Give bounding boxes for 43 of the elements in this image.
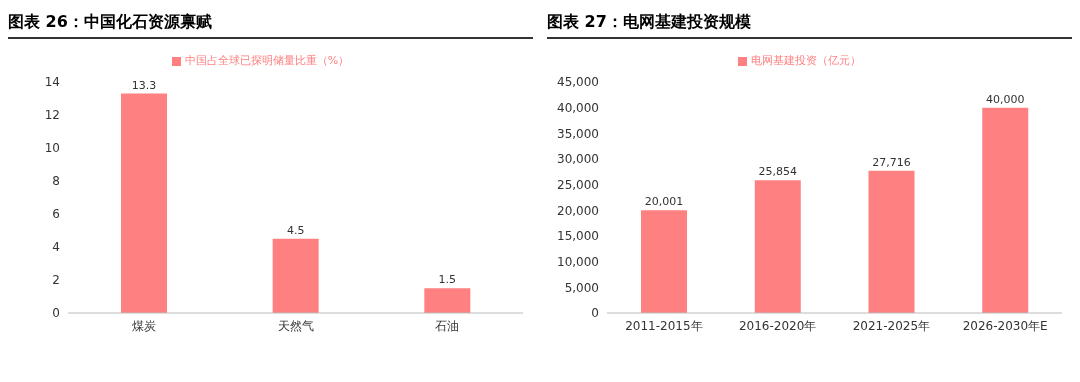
bar [754,180,801,313]
chart-title: 图表 26：中国化石资源禀赋 [8,12,533,39]
y-tick-label: 0 [52,306,60,321]
y-tick-label: 5,000 [564,280,599,295]
x-tick-label: 石油 [435,318,460,333]
bar [982,107,1029,313]
bar [121,93,167,313]
data-label: 4.5 [286,223,305,237]
x-tick-label: 天然气 [277,318,314,333]
y-tick-label: 15,000 [557,229,599,244]
y-tick-label: 25,000 [557,177,599,192]
y-tick-label: 30,000 [557,152,599,167]
y-tick-label: 20,000 [557,203,599,218]
bar [868,170,915,313]
y-tick-label: 10 [44,141,60,156]
data-label: 27,716 [872,155,911,169]
y-tick-label: 45,000 [557,75,599,90]
x-tick-label: 煤炭 [131,318,156,333]
bar [424,288,471,313]
y-tick-label: 14 [44,75,60,90]
y-tick-label: 40,000 [557,100,599,115]
bar [641,210,687,313]
x-tick-label: 2026-2030年E [962,318,1048,333]
bar [272,238,319,313]
y-tick-label: 10,000 [557,254,599,269]
data-label: 20,001 [644,195,684,209]
data-label: 1.5 [438,273,457,287]
y-tick-label: 6 [52,207,60,222]
chart-title: 图表 27：电网基建投资规模 [547,12,1072,39]
legend-label: 电网基建投资（亿元） [751,54,861,67]
data-label: 13.3 [131,78,157,92]
x-tick-label: 2021-2025年 [852,318,931,333]
x-tick-label: 2011-2015年 [625,318,703,333]
y-tick-label: 35,000 [557,126,599,141]
x-tick-label: 2016-2020年 [738,318,817,333]
y-tick-label: 0 [591,306,599,321]
y-tick-label: 2 [52,273,60,288]
y-tick-label: 4 [52,240,60,255]
y-tick-label: 12 [44,108,60,123]
data-label: 25,854 [758,165,797,179]
legend-label: 中国占全球已探明储量比重（%） [184,54,350,67]
y-tick-label: 8 [52,174,60,189]
data-label: 40,000 [986,92,1025,106]
